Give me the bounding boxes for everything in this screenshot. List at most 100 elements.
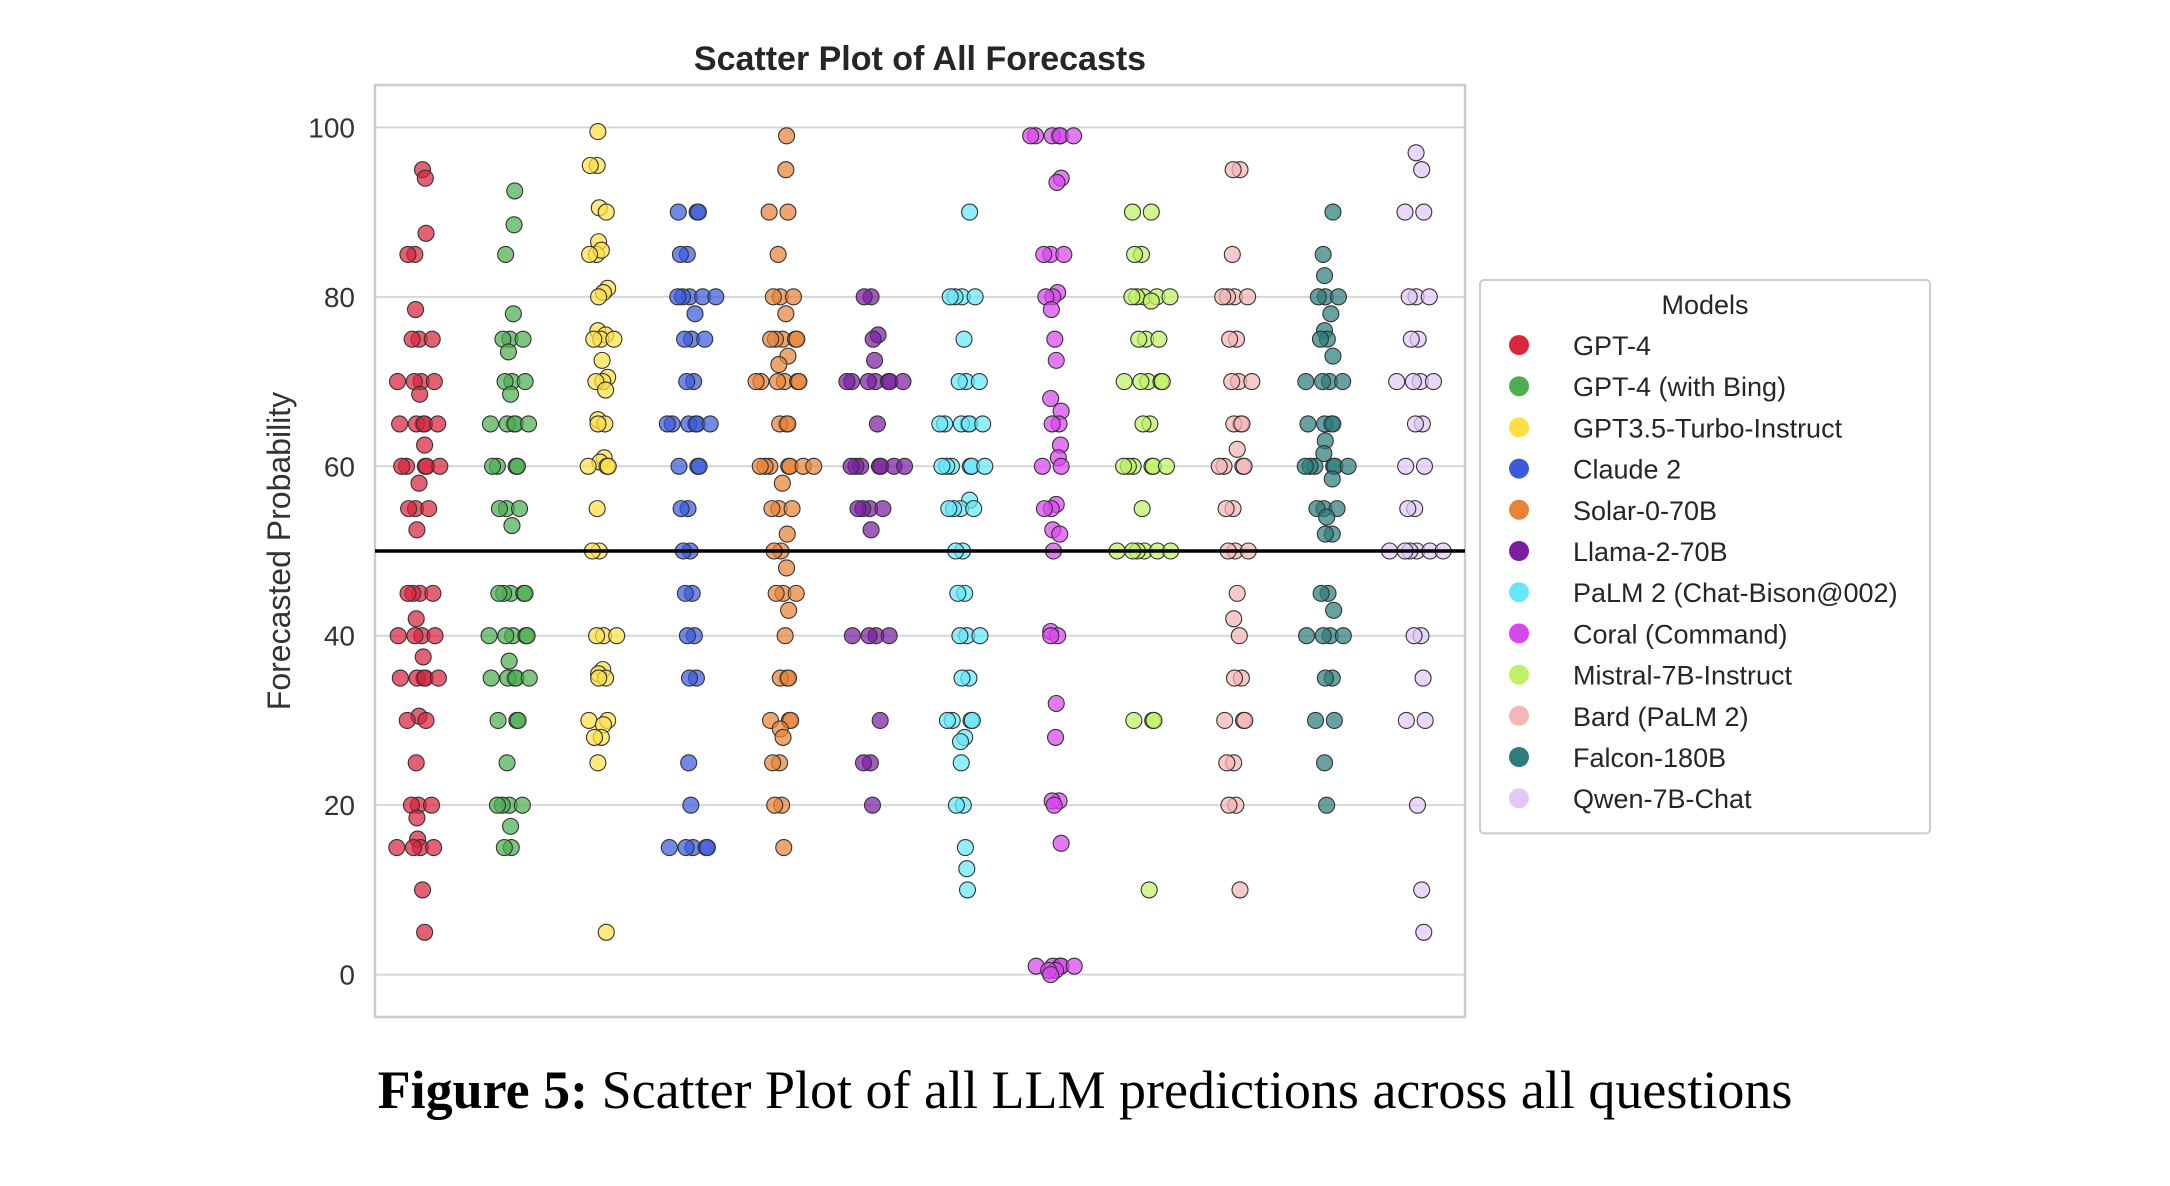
data-point	[500, 652, 518, 670]
legend-marker	[1509, 664, 1529, 685]
data-point	[1224, 161, 1242, 179]
data-point	[686, 305, 704, 323]
y-tick-label: 20	[324, 790, 355, 821]
data-point	[608, 627, 626, 645]
data-point	[941, 288, 959, 306]
data-point	[1406, 415, 1425, 433]
data-point	[426, 627, 444, 645]
data-point	[1217, 500, 1235, 518]
data-point	[769, 245, 787, 264]
data-point	[597, 923, 615, 941]
data-point	[495, 838, 513, 857]
data-point	[672, 500, 690, 518]
data-point	[482, 669, 500, 687]
data-point	[1051, 525, 1069, 543]
data-point	[670, 457, 688, 475]
points-group	[388, 123, 1452, 984]
legend-marker	[1509, 417, 1529, 438]
data-point	[400, 500, 418, 518]
data-point	[660, 838, 678, 857]
data-point	[768, 372, 787, 391]
data-point	[420, 500, 438, 518]
data-point	[497, 627, 515, 645]
data-point	[770, 356, 788, 374]
data-point	[393, 457, 411, 475]
data-point	[868, 415, 886, 433]
data-point	[519, 415, 538, 433]
data-point	[1299, 415, 1317, 433]
data-point	[391, 415, 409, 433]
data-point	[1142, 203, 1160, 221]
data-point	[966, 288, 984, 306]
data-point	[1324, 415, 1342, 433]
data-point	[955, 330, 973, 348]
data-point	[1228, 584, 1246, 602]
legend-label: GPT3.5-Turbo-Instruct	[1573, 413, 1843, 443]
data-point	[1048, 173, 1066, 191]
data-point	[1134, 415, 1152, 433]
data-point	[1042, 300, 1060, 319]
data-point	[1221, 330, 1239, 348]
data-point	[480, 627, 498, 645]
data-point	[411, 385, 429, 403]
data-point	[1314, 627, 1332, 645]
data-point	[404, 838, 423, 857]
data-point	[429, 669, 447, 687]
data-point	[424, 584, 442, 602]
data-point	[788, 330, 806, 348]
data-point	[422, 796, 441, 814]
scatter-chart: Scatter Plot of All Forecasts 0 20 40 60 80 10…	[261, 40, 1931, 1019]
data-point	[777, 559, 796, 577]
data-point	[940, 500, 958, 518]
data-point	[859, 372, 877, 391]
data-point	[1142, 292, 1160, 310]
legend-label: Coral (Command)	[1573, 619, 1788, 649]
data-point	[871, 711, 889, 730]
data-point	[767, 584, 785, 602]
legend-label: Claude 2	[1573, 455, 1681, 485]
data-point	[775, 838, 793, 857]
data-point	[970, 372, 988, 391]
data-point	[956, 838, 974, 857]
data-point	[669, 203, 687, 221]
data-point	[965, 500, 983, 518]
legend-marker	[1509, 335, 1529, 355]
data-point	[951, 733, 970, 751]
legend-marker	[1509, 747, 1529, 767]
data-point	[1047, 694, 1065, 713]
data-point	[971, 627, 989, 645]
legend-label: Llama-2-70B	[1573, 537, 1728, 567]
data-point	[520, 669, 538, 687]
data-point	[951, 627, 969, 645]
data-point	[1055, 245, 1073, 264]
data-point	[690, 457, 708, 475]
data-point	[1316, 754, 1334, 772]
data-point	[1233, 415, 1251, 433]
data-point	[784, 288, 803, 306]
data-point	[1047, 351, 1065, 369]
data-point	[388, 838, 406, 857]
data-point	[431, 457, 449, 475]
data-point	[764, 754, 782, 772]
data-point	[1046, 330, 1064, 348]
legend-label: GPT-4	[1573, 331, 1651, 361]
data-point	[1316, 525, 1334, 543]
data-point	[1312, 584, 1330, 602]
figure-caption: Figure 5: Scatter Plot of all LLM predic…	[0, 1055, 2170, 1125]
data-point	[866, 351, 884, 369]
data-point	[1042, 389, 1060, 408]
y-tick-label: 0	[339, 960, 355, 991]
data-point	[696, 330, 714, 348]
data-point	[783, 500, 801, 518]
data-point	[1399, 500, 1417, 518]
legend-marker	[1509, 582, 1529, 603]
y-tick-label: 80	[324, 282, 355, 313]
data-point	[933, 457, 951, 475]
data-point	[1047, 728, 1065, 746]
data-point	[676, 584, 694, 602]
data-point	[590, 288, 608, 306]
data-point	[1316, 669, 1334, 687]
data-point	[677, 838, 695, 857]
data-point	[678, 372, 696, 391]
data-point	[1415, 457, 1434, 475]
